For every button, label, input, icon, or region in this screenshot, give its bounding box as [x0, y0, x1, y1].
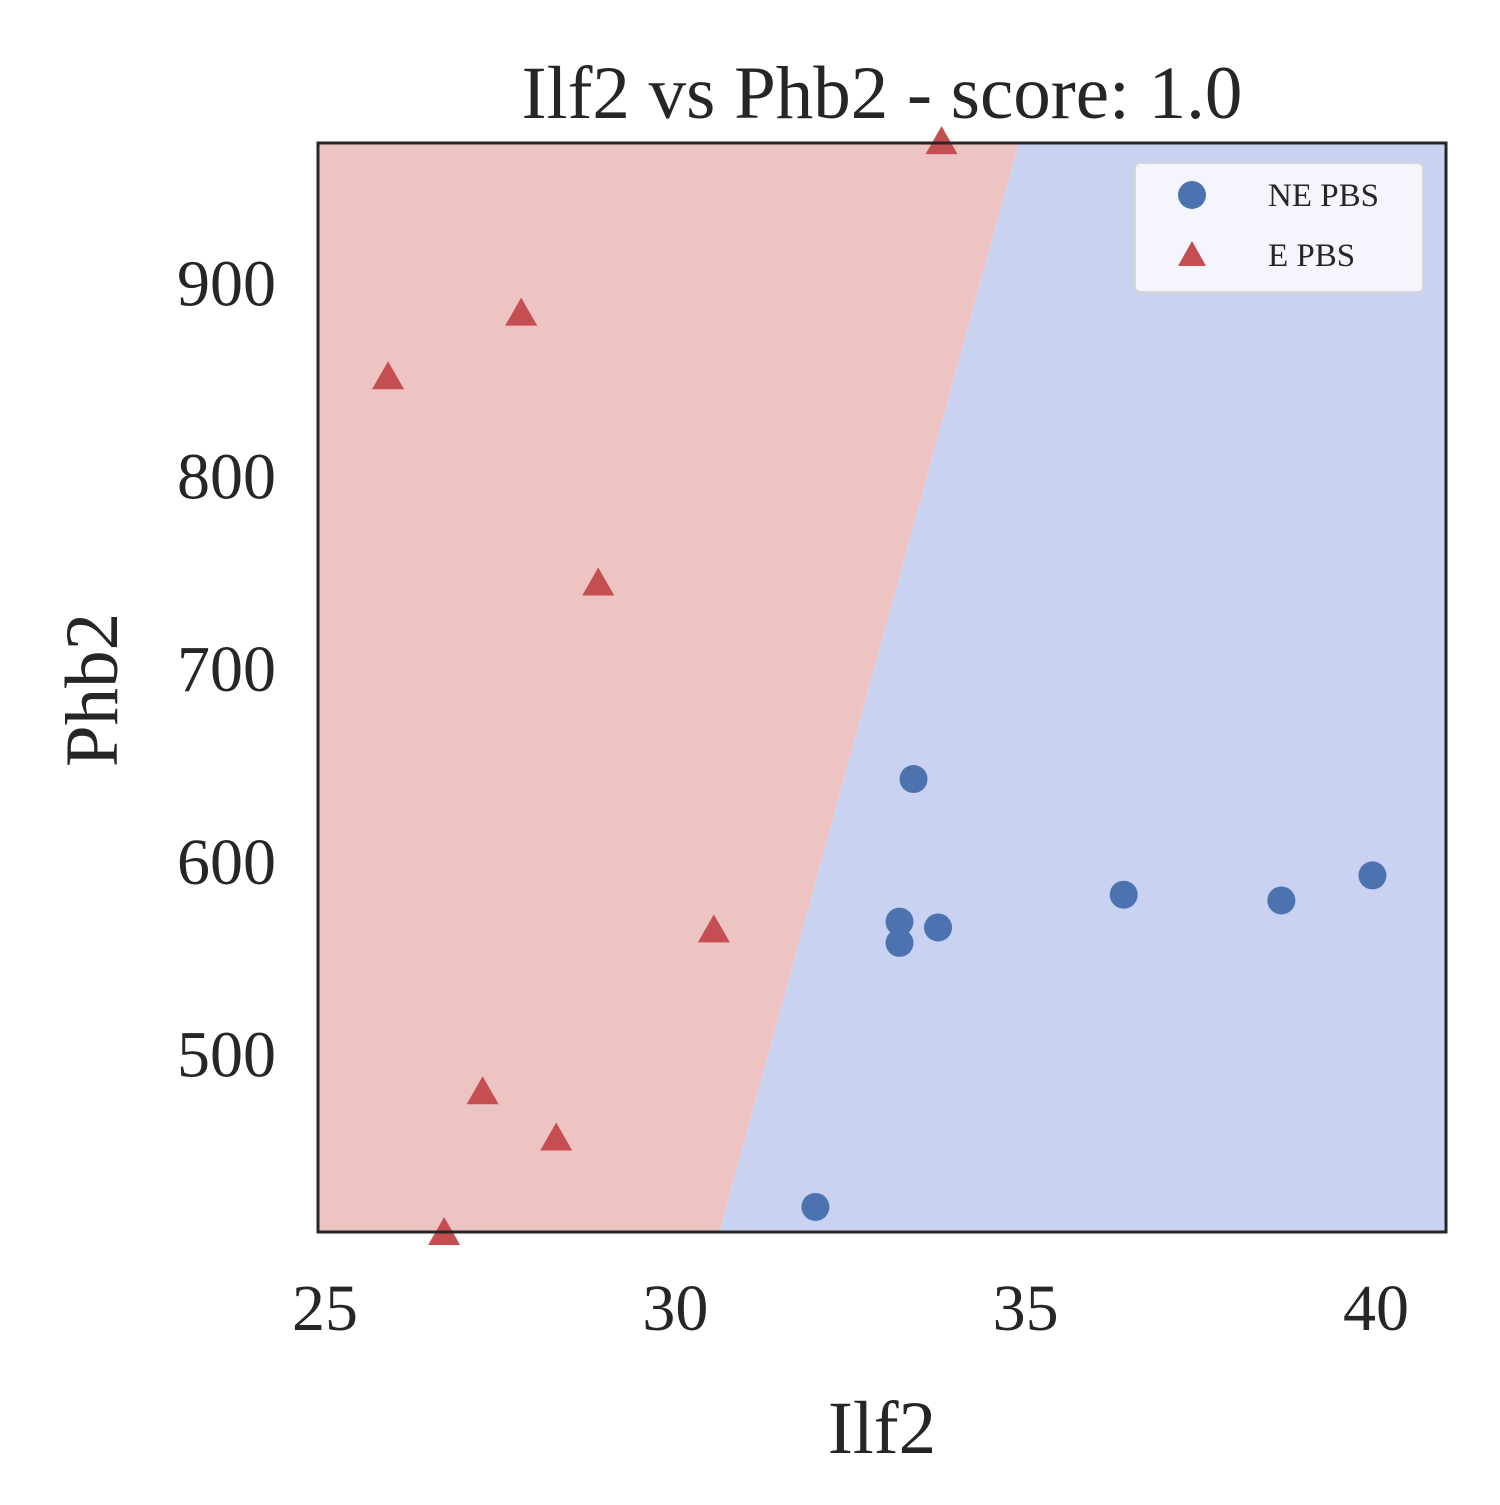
point-e-pbs-3	[505, 297, 538, 326]
point-ne-pbs-2	[885, 907, 914, 936]
x-axis-label: Ilf2	[828, 1387, 936, 1470]
point-e-pbs-6	[697, 914, 730, 943]
point-e-pbs-7	[925, 126, 958, 155]
x-tick-label-25: 25	[292, 1272, 358, 1345]
legend-marker-ne-pbs	[1178, 181, 1206, 209]
y-tick-label-700: 700	[177, 633, 276, 706]
plot-frame	[316, 141, 1448, 1234]
point-ne-pbs-4	[924, 913, 953, 942]
y-axis-ticks: 500 600 700 800 900	[177, 248, 276, 1092]
legend-label-e-pbs: E PBS	[1268, 238, 1355, 274]
point-e-pbs-4	[540, 1122, 573, 1151]
y-tick-label-500: 500	[177, 1019, 276, 1092]
region-ne-pbs	[719, 143, 1446, 1232]
y-axis-label: Phb2	[51, 613, 134, 767]
legend: NE PBS E PBS	[1134, 162, 1424, 293]
legend-label-ne-pbs: NE PBS	[1268, 178, 1379, 214]
legend-box	[1134, 162, 1424, 293]
x-axis-ticks: 25 30 35 40	[292, 1272, 1409, 1345]
x-tick-label-40: 40	[1343, 1272, 1409, 1345]
point-e-pbs-5	[582, 567, 615, 596]
decision-regions	[318, 143, 1446, 1232]
y-tick-label-800: 800	[177, 440, 276, 513]
y-tick-label-600: 600	[177, 826, 276, 899]
region-e-pbs	[318, 143, 1019, 1232]
point-ne-pbs-5	[1109, 880, 1138, 909]
y-tick-label-900: 900	[177, 248, 276, 321]
point-e-pbs-0	[372, 361, 405, 390]
data-points	[372, 126, 1387, 1245]
chart-title: Ilf2 vs Phb2 - score: 1.0	[522, 52, 1243, 135]
point-ne-pbs-0	[801, 1192, 830, 1221]
point-ne-pbs-3	[899, 765, 928, 794]
legend-marker-e-pbs	[1178, 241, 1206, 266]
x-tick-label-35: 35	[993, 1272, 1059, 1345]
point-e-pbs-2	[466, 1076, 499, 1105]
point-ne-pbs-6	[1267, 886, 1296, 915]
point-ne-pbs-7	[1358, 861, 1387, 890]
point-ne-pbs-1	[885, 928, 914, 957]
x-tick-label-30: 30	[642, 1272, 708, 1345]
